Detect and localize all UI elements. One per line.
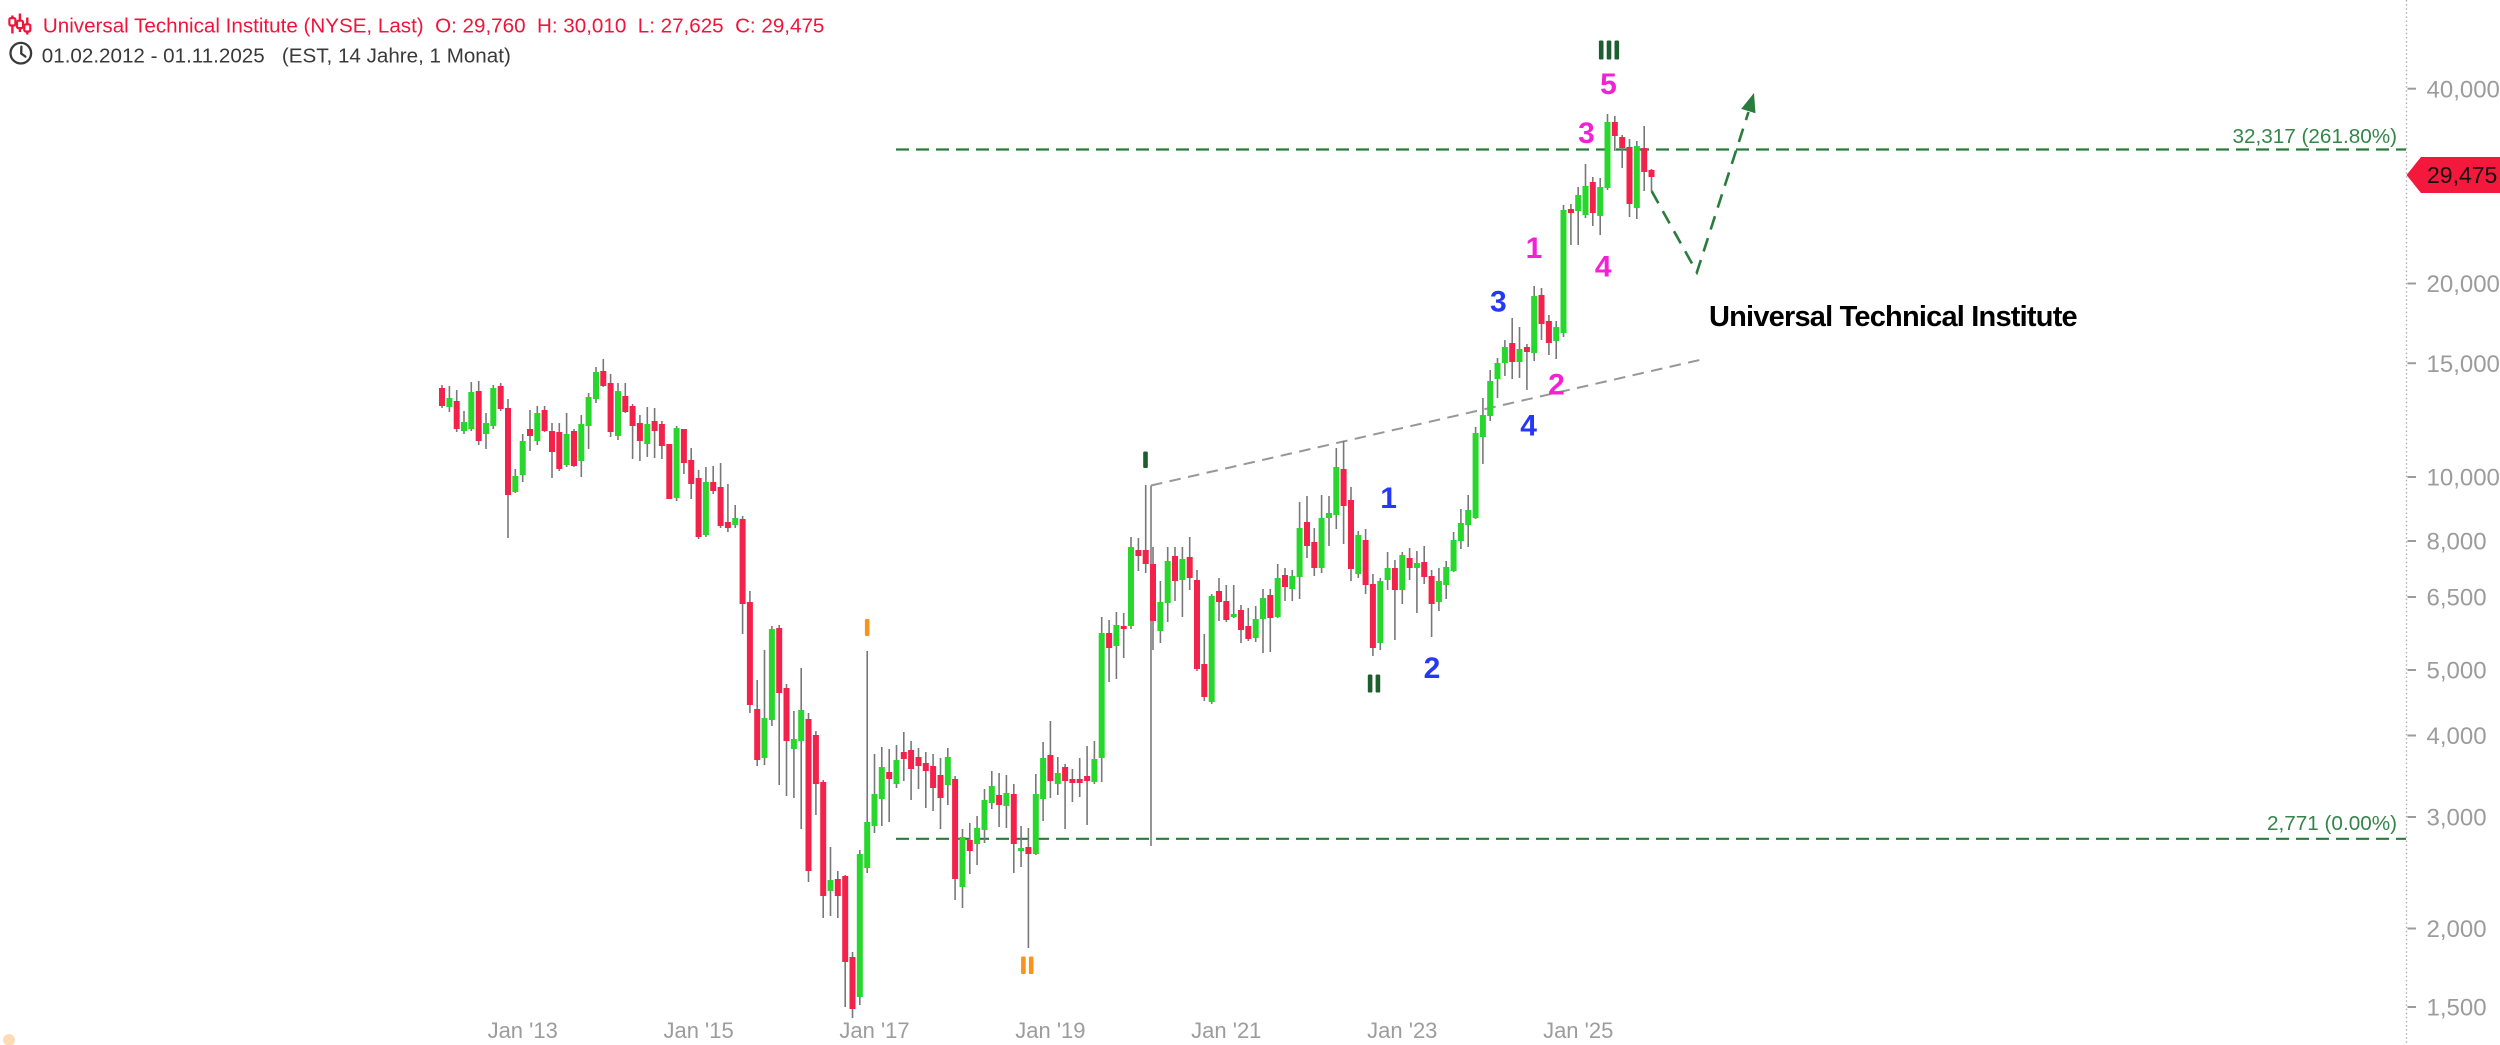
svg-text:4: 4 xyxy=(1520,410,1537,443)
svg-text:3: 3 xyxy=(1578,117,1595,150)
svg-text:2: 2 xyxy=(1424,652,1441,685)
svg-text:15,000: 15,000 xyxy=(2427,351,2500,378)
svg-text:2: 2 xyxy=(1548,369,1565,402)
svg-text:Universal Technical Institute: Universal Technical Institute (NYSE, Las… xyxy=(43,14,824,37)
svg-text:8,000: 8,000 xyxy=(2427,529,2487,556)
svg-text:4: 4 xyxy=(1595,251,1612,284)
svg-text:10,000: 10,000 xyxy=(2427,465,2500,492)
svg-text:Jan '21: Jan '21 xyxy=(1191,1018,1261,1043)
svg-text:Jan '15: Jan '15 xyxy=(663,1018,733,1043)
svg-text:5: 5 xyxy=(1600,68,1617,101)
svg-text:40,000: 40,000 xyxy=(2427,76,2500,103)
svg-text:6,500: 6,500 xyxy=(2427,585,2487,612)
svg-text:2,000: 2,000 xyxy=(2427,916,2487,943)
svg-text:Jan '17: Jan '17 xyxy=(839,1018,909,1043)
svg-text:32,317 (261.80%): 32,317 (261.80%) xyxy=(2233,125,2397,148)
svg-text:5,000: 5,000 xyxy=(2427,658,2487,685)
svg-text:3,000: 3,000 xyxy=(2427,805,2487,832)
svg-text:Jan '25: Jan '25 xyxy=(1543,1018,1613,1043)
svg-text:1: 1 xyxy=(1380,482,1397,515)
svg-text:01.02.2012 - 01.11.2025 (EST: 01.02.2012 - 01.11.2025 (EST, 14 Jahre, … xyxy=(42,44,511,67)
svg-text:4,000: 4,000 xyxy=(2427,723,2487,750)
svg-text:1,500: 1,500 xyxy=(2427,995,2487,1022)
svg-text:3: 3 xyxy=(1490,286,1507,319)
svg-text:Jan '23: Jan '23 xyxy=(1367,1018,1437,1043)
svg-text:1: 1 xyxy=(1526,232,1543,265)
svg-text:Jan '19: Jan '19 xyxy=(1015,1018,1085,1043)
svg-text:Jan '13: Jan '13 xyxy=(488,1018,558,1043)
svg-text:29,475: 29,475 xyxy=(2427,162,2497,188)
svg-text:Universal Technical Institute: Universal Technical Institute xyxy=(1709,301,2078,333)
svg-text:20,000: 20,000 xyxy=(2427,271,2500,298)
svg-text:2,771 (0.00%): 2,771 (0.00%) xyxy=(2267,812,2397,835)
